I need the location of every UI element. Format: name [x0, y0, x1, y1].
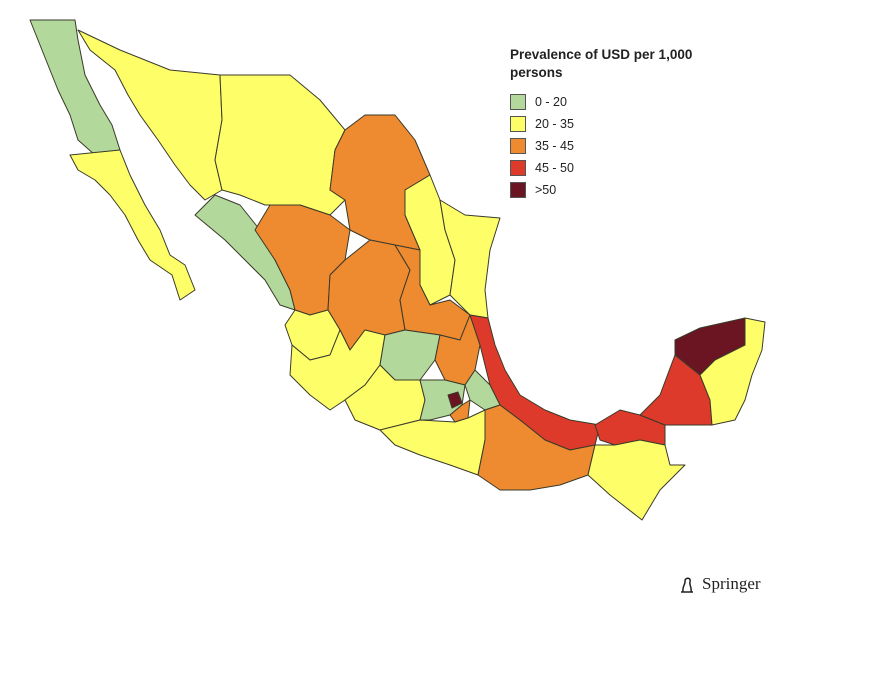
state — [447, 391, 463, 409]
legend-title: Prevalence of USD per 1,000 persons — [510, 47, 693, 80]
state — [699, 317, 766, 426]
state — [587, 439, 686, 521]
state — [77, 29, 223, 201]
legend-label: >50 — [535, 183, 557, 197]
legend-label: 20 - 35 — [535, 117, 574, 131]
state — [29, 19, 121, 156]
state — [69, 149, 196, 301]
legend-swatch — [510, 138, 526, 154]
legend-swatch — [510, 160, 526, 176]
publisher-name: Springer — [702, 574, 761, 593]
legend-swatch — [510, 182, 526, 198]
legend-item: 45 - 50 — [510, 160, 574, 176]
publisher-logo: Springer — [678, 574, 761, 594]
legend-label: 35 - 45 — [535, 139, 574, 153]
legend-swatch — [510, 116, 526, 132]
legend-label: 0 - 20 — [535, 95, 567, 109]
legend-item: 35 - 45 — [510, 138, 574, 154]
legend-swatch — [510, 94, 526, 110]
logo-icon — [681, 577, 693, 593]
state — [379, 329, 441, 381]
legend-label: 45 - 50 — [535, 161, 574, 175]
state — [214, 74, 346, 216]
state — [449, 399, 471, 423]
legend-item: 20 - 35 — [510, 116, 574, 132]
legend-item: 0 - 20 — [510, 94, 567, 110]
legend-item: >50 — [510, 182, 556, 198]
